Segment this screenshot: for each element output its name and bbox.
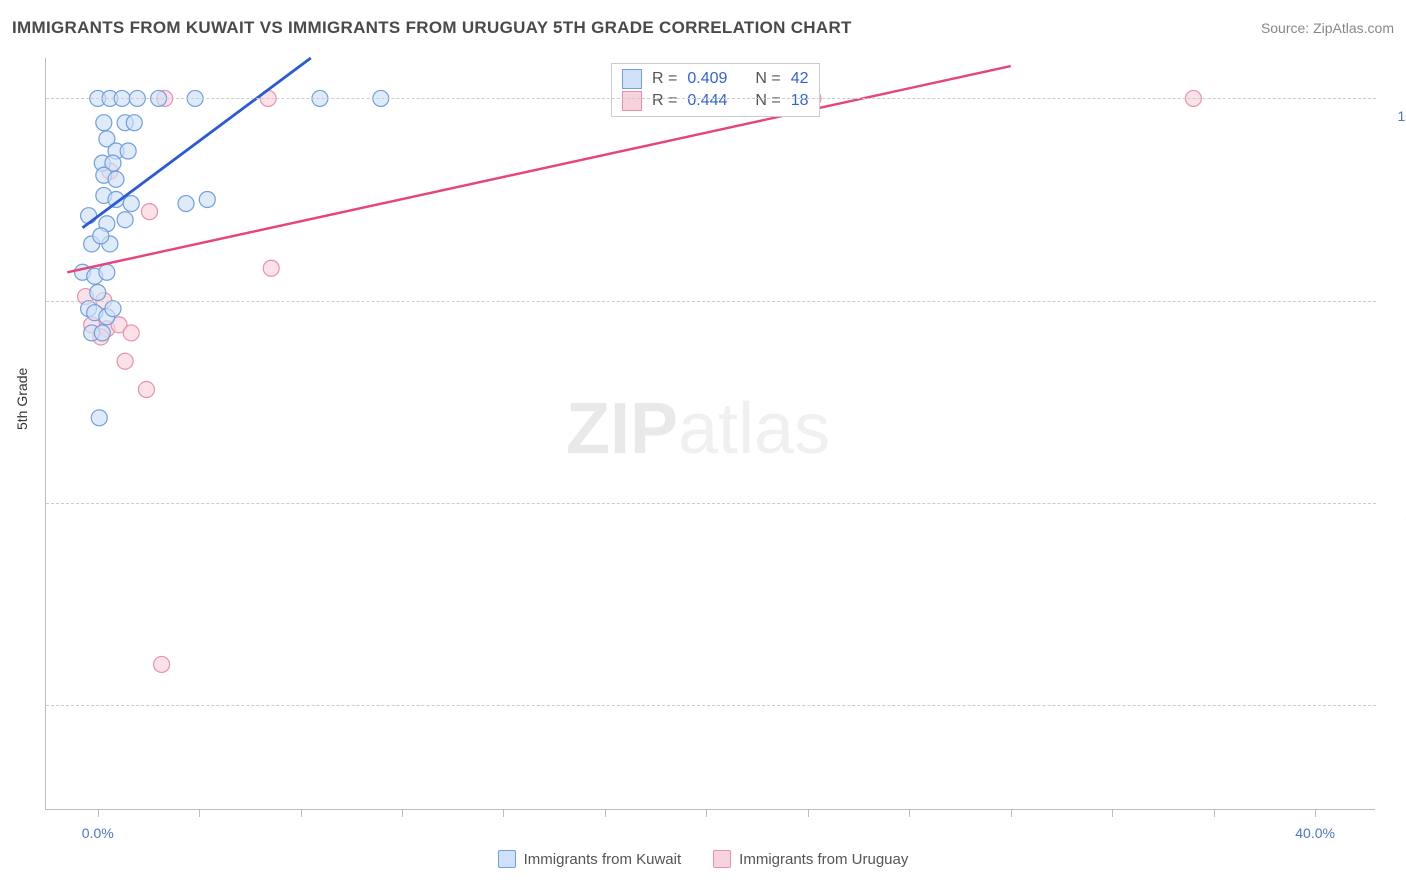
legend-item-uruguay: Immigrants from Uruguay xyxy=(713,850,908,868)
data-point xyxy=(141,204,157,220)
data-point xyxy=(108,171,124,187)
title-bar: IMMIGRANTS FROM KUWAIT VS IMMIGRANTS FRO… xyxy=(12,18,1394,38)
source-label: Source: xyxy=(1261,20,1313,36)
data-point xyxy=(123,196,139,212)
y-tick-label: 95.0% xyxy=(1385,513,1406,529)
x-tick xyxy=(503,809,504,817)
data-point xyxy=(96,115,112,131)
data-point xyxy=(138,382,154,398)
y-tick-label: 92.5% xyxy=(1385,715,1406,731)
plot-area: ZIPatlas R = 0.409 N = 42 R = 0.444 N = … xyxy=(45,58,1375,810)
x-tick xyxy=(909,809,910,817)
source-attribution: Source: ZipAtlas.com xyxy=(1261,20,1394,36)
gridline-horizontal xyxy=(46,98,1376,99)
swatch-kuwait xyxy=(622,69,642,89)
legend-row-kuwait: R = 0.409 N = 42 xyxy=(622,68,809,90)
legend-label-uruguay: Immigrants from Uruguay xyxy=(739,851,908,868)
data-point xyxy=(93,228,109,244)
data-point xyxy=(126,115,142,131)
legend-label-kuwait: Immigrants from Kuwait xyxy=(524,851,682,868)
x-tick xyxy=(402,809,403,817)
data-point xyxy=(90,284,106,300)
n-label: N = xyxy=(755,70,780,88)
swatch-uruguay-bottom xyxy=(713,850,731,868)
x-tick xyxy=(605,809,606,817)
chart-svg xyxy=(46,58,1375,809)
data-point xyxy=(199,192,215,208)
x-tick xyxy=(808,809,809,817)
bottom-legend: Immigrants from Kuwait Immigrants from U… xyxy=(0,850,1406,868)
n-value-kuwait: 42 xyxy=(791,70,809,88)
y-tick-label: 97.5% xyxy=(1385,311,1406,327)
x-tick-label: 0.0% xyxy=(82,825,114,841)
y-tick-label: 100.0% xyxy=(1385,108,1406,124)
chart-title: IMMIGRANTS FROM KUWAIT VS IMMIGRANTS FRO… xyxy=(12,18,852,38)
data-point xyxy=(120,143,136,159)
x-tick xyxy=(1011,809,1012,817)
data-point xyxy=(117,212,133,228)
trend-line xyxy=(67,66,1010,272)
x-tick xyxy=(1214,809,1215,817)
gridline-horizontal xyxy=(46,503,1376,504)
data-point xyxy=(105,301,121,317)
x-tick xyxy=(199,809,200,817)
x-tick-major xyxy=(1315,809,1316,817)
r-value-uruguay: 0.444 xyxy=(687,92,727,110)
r-label: R = xyxy=(652,70,677,88)
x-tick-label: 40.0% xyxy=(1295,825,1335,841)
swatch-uruguay xyxy=(622,91,642,111)
x-tick-major xyxy=(98,809,99,817)
source-name: ZipAtlas.com xyxy=(1313,20,1394,36)
x-tick xyxy=(1112,809,1113,817)
r-label: R = xyxy=(652,92,677,110)
data-point xyxy=(117,353,133,369)
data-point xyxy=(81,208,97,224)
data-point xyxy=(154,656,170,672)
data-point xyxy=(99,264,115,280)
legend-item-kuwait: Immigrants from Kuwait xyxy=(498,850,682,868)
data-point xyxy=(94,325,110,341)
gridline-horizontal xyxy=(46,301,1376,302)
data-point xyxy=(123,325,139,341)
correlation-legend: R = 0.409 N = 42 R = 0.444 N = 18 xyxy=(611,63,820,117)
data-point xyxy=(178,196,194,212)
x-tick xyxy=(301,809,302,817)
gridline-horizontal xyxy=(46,705,1376,706)
y-axis-label: 5th Grade xyxy=(14,368,30,430)
n-value-uruguay: 18 xyxy=(791,92,809,110)
data-point xyxy=(263,260,279,276)
data-point xyxy=(91,410,107,426)
r-value-kuwait: 0.409 xyxy=(687,70,727,88)
x-tick xyxy=(706,809,707,817)
swatch-kuwait-bottom xyxy=(498,850,516,868)
n-label: N = xyxy=(755,92,780,110)
legend-row-uruguay: R = 0.444 N = 18 xyxy=(622,90,809,112)
